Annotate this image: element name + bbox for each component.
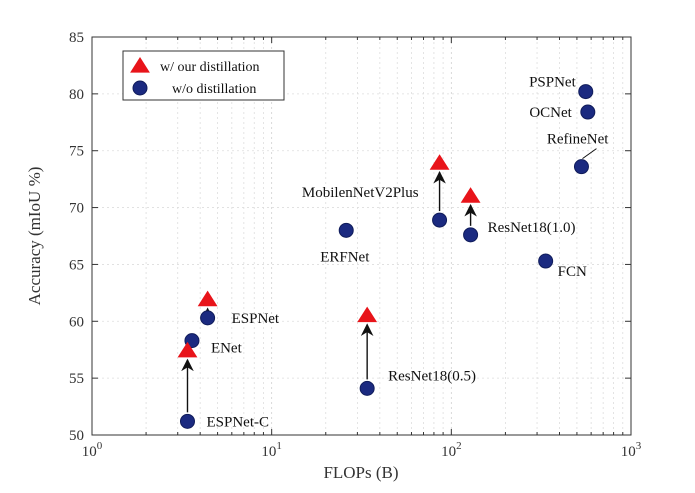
x-tick-label: 103	[621, 440, 642, 460]
y-axis-title: Accuracy (mIoU %)	[25, 167, 44, 306]
y-tick-label: 65	[69, 257, 84, 273]
baseline-point-espnet	[200, 310, 216, 326]
point-label-erfnet: ERFNet	[320, 249, 370, 265]
point-label-resnet18-1-0: ResNet18(1.0)	[488, 220, 576, 236]
legend: w/ our distillation w/o distillation	[122, 50, 285, 101]
y-tick-label: 50	[69, 428, 84, 444]
x-tick-label: 101	[261, 440, 282, 460]
y-tick-label: 60	[69, 314, 84, 330]
baseline-point-mobilennetv2plus	[432, 212, 448, 228]
x-tick-label: 102	[441, 440, 462, 460]
distilled-point-mobilennetv2plus	[429, 154, 450, 170]
legend-marker-w-our-distillation	[130, 56, 150, 73]
y-tick-label: 70	[69, 201, 84, 217]
legend-label-w-o-distillation: w/o distillation	[172, 82, 256, 97]
grid	[92, 37, 631, 435]
baseline-point-ocnet	[580, 104, 596, 120]
x-axis-title: FLOPs (B)	[323, 463, 398, 482]
y-tick-label: 55	[69, 371, 84, 387]
baseline-point-refinenet	[573, 159, 589, 175]
point-label-mobilennetv2plus: MobilenNetV2Plus	[302, 185, 419, 201]
baseline-point-resnet18-0-5	[359, 380, 375, 396]
distilled-point-resnet18-1-0	[460, 187, 481, 203]
point-label-espnet: ESPNet	[232, 311, 280, 327]
point-label-refinenet: RefineNet	[547, 132, 609, 148]
data-points	[177, 84, 596, 429]
y-tick-label: 75	[69, 144, 84, 160]
baseline-point-pspnet	[578, 84, 594, 100]
legend-marker-w-o-distillation	[132, 80, 148, 96]
leader-line	[582, 148, 597, 160]
improvement-arrows	[181, 170, 477, 413]
baseline-point-fcn	[538, 253, 554, 269]
distilled-point-resnet18-0-5	[357, 306, 378, 323]
point-label-enet: ENet	[211, 341, 243, 357]
y-tick-label: 85	[69, 30, 84, 46]
baseline-point-erfnet	[338, 222, 354, 238]
y-tick-label: 80	[69, 87, 84, 103]
point-label-fcn: FCN	[558, 264, 587, 280]
point-label-resnet18-0-5: ResNet18(0.5)	[388, 368, 476, 384]
axes: 100 101 102 103 50 55 60 65 70 75 80 85	[69, 30, 642, 460]
distilled-point-espnet	[197, 290, 218, 307]
point-labels: PSPNet OCNet RefineNet MobilenNetV2Plus ResN…	[206, 75, 609, 431]
distilled-point-espnet-c	[177, 341, 198, 358]
legend-box	[122, 50, 285, 101]
baseline-point-espnet-c	[179, 413, 195, 429]
baseline-point-resnet18-1-0	[463, 227, 479, 243]
point-label-pspnet: PSPNet	[529, 75, 577, 91]
legend-label-w-our-distillation: w/ our distillation	[160, 60, 260, 75]
x-tick-label: 100	[82, 440, 103, 460]
point-label-espnet-c: ESPNet-C	[206, 414, 269, 430]
point-label-ocnet: OCNet	[529, 105, 572, 121]
axes-frame	[91, 36, 632, 436]
